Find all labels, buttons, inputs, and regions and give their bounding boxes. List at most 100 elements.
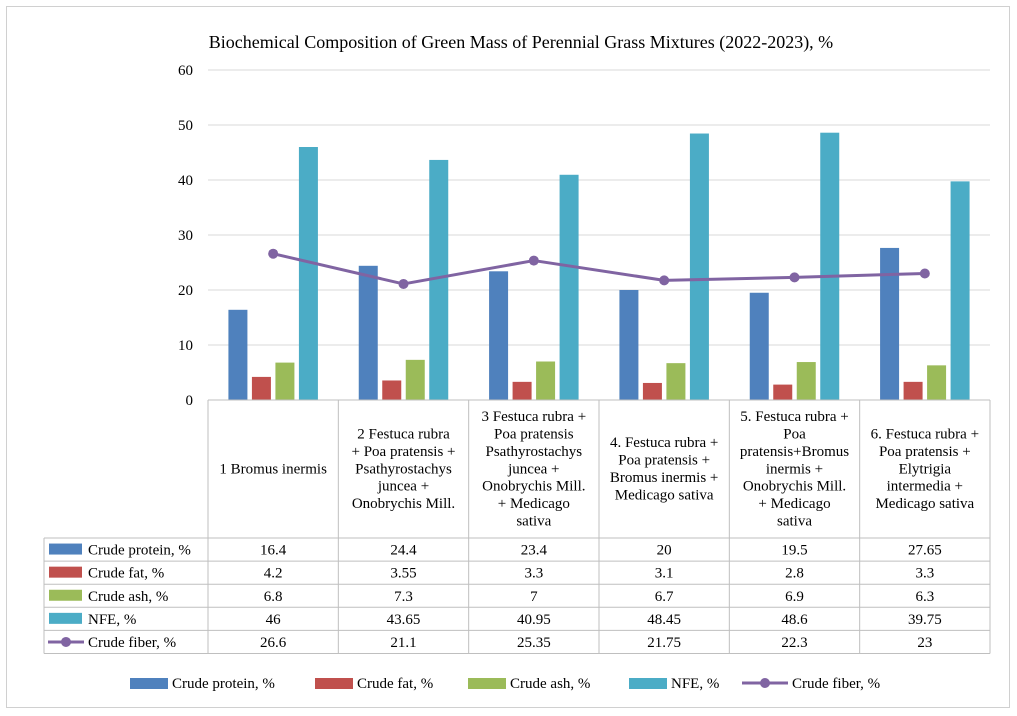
- y-tick-label: 40: [178, 173, 193, 189]
- bars: [228, 132, 970, 400]
- category-label: Psathyrostachys: [355, 461, 452, 477]
- category-label: sativa: [777, 514, 812, 530]
- y-tick-label: 50: [178, 118, 193, 134]
- crude-fiber-line: [268, 248, 930, 289]
- bar: [275, 362, 295, 400]
- gridlines: [208, 69, 990, 346]
- line-point: [268, 248, 279, 259]
- bar: [950, 181, 970, 400]
- category-label: 3 Festuca rubra +: [481, 409, 586, 425]
- category-label: 1 Bromus inermis: [219, 461, 327, 477]
- bar: [796, 362, 816, 400]
- data-label: 26.6: [260, 635, 287, 651]
- row-header: Crude fiber, %: [88, 635, 176, 651]
- bar: [251, 376, 271, 400]
- category-label: Bromus inermis +: [610, 470, 718, 486]
- y-tick-label: 30: [178, 228, 193, 244]
- category-label: 5. Festuca rubra +: [740, 409, 848, 425]
- category-label: Onobrychis Mill.: [352, 496, 455, 512]
- category-label: Poa: [783, 427, 806, 443]
- legend-swatch: [629, 678, 667, 689]
- chart-title: Biochemical Composition of Green Mass of…: [209, 32, 833, 53]
- category-label: inermis +: [766, 461, 823, 477]
- row-header: Crude protein, %: [88, 543, 191, 559]
- category-label: Psathyrostachys: [485, 444, 582, 460]
- data-label: 6.8: [264, 589, 283, 605]
- data-label: 6.3: [915, 589, 934, 605]
- data-label: 27.65: [908, 543, 942, 559]
- bar: [358, 265, 378, 400]
- bar: [903, 381, 923, 400]
- category-label: + Poa pratensis +: [352, 444, 456, 460]
- bar: [489, 271, 509, 400]
- category-label: Poa pratensis +: [879, 444, 971, 460]
- bar: [689, 133, 709, 400]
- bar: [405, 359, 425, 400]
- data-label: 4.2: [264, 566, 283, 582]
- bar: [773, 384, 793, 400]
- bar: [429, 159, 449, 400]
- data-label: 39.75: [908, 612, 942, 628]
- bar: [382, 380, 402, 400]
- legend-label: Crude fiber, %: [792, 676, 880, 692]
- data-label: 48.45: [647, 612, 681, 628]
- category-label: + Medicago: [758, 496, 830, 512]
- category-label: intermedia +: [887, 479, 963, 495]
- row-header: Crude fat, %: [88, 566, 164, 582]
- bar: [559, 174, 579, 400]
- legend-key: [49, 543, 82, 555]
- data-label: 3.1: [655, 566, 674, 582]
- line-path: [272, 252, 925, 286]
- y-tick-label: 10: [178, 338, 193, 354]
- category-label: Elytrigia: [899, 461, 952, 477]
- category-label: pratensis+Bromus: [740, 444, 849, 460]
- data-label: 6.7: [655, 589, 674, 605]
- legend-swatch: [760, 678, 770, 688]
- data-label: 40.95: [517, 612, 551, 628]
- row-header: NFE, %: [88, 612, 136, 628]
- category-label: sativa: [516, 514, 551, 530]
- chart-frame: [6, 6, 1010, 708]
- data-label: 25.35: [517, 635, 551, 651]
- data-label: 19.5: [781, 543, 807, 559]
- line-point: [789, 272, 800, 283]
- data-label: 20: [657, 543, 672, 559]
- legend-label: Crude ash, %: [510, 676, 590, 692]
- data-label: 46: [266, 612, 282, 628]
- category-label: Poa pratensis: [494, 427, 574, 443]
- legend-swatch: [468, 678, 506, 689]
- data-label: 21.75: [647, 635, 681, 651]
- data-label: 23.4: [521, 543, 548, 559]
- category-label: 2 Festuca rubra: [357, 427, 450, 443]
- data-label: 3.3: [915, 566, 934, 582]
- y-tick-label: 20: [178, 283, 193, 299]
- y-axis: 0 10 20 30 40 50 60: [178, 63, 193, 409]
- bar: [536, 361, 556, 400]
- bar: [927, 365, 947, 400]
- legend-key: [49, 612, 82, 624]
- bar: [820, 132, 840, 400]
- y-tick-label: 0: [186, 393, 194, 409]
- data-label: 43.65: [387, 612, 421, 628]
- data-label: 3.3: [524, 566, 543, 582]
- data-label: 7.3: [394, 589, 413, 605]
- bar: [512, 381, 532, 400]
- category-label: juncea +: [377, 479, 429, 495]
- data-label: 16.4: [260, 543, 287, 559]
- category-label: 4. Festuca rubra +: [610, 435, 718, 451]
- line-point: [398, 278, 409, 289]
- category-label: Medicago sativa: [875, 496, 974, 512]
- legend-label: Crude protein, %: [172, 676, 275, 692]
- legend-swatch: [315, 678, 353, 689]
- category-label: 6. Festuca rubra +: [871, 427, 979, 443]
- data-label: 6.9: [785, 589, 804, 605]
- legend-key: [49, 566, 82, 578]
- data-label: 23: [917, 635, 932, 651]
- data-label: 7: [530, 589, 538, 605]
- bar: [298, 147, 318, 400]
- category-label: Medicago sativa: [615, 487, 714, 503]
- bar: [666, 363, 686, 400]
- line-point: [919, 268, 930, 279]
- bar: [880, 247, 900, 400]
- data-label: 22.3: [781, 635, 807, 651]
